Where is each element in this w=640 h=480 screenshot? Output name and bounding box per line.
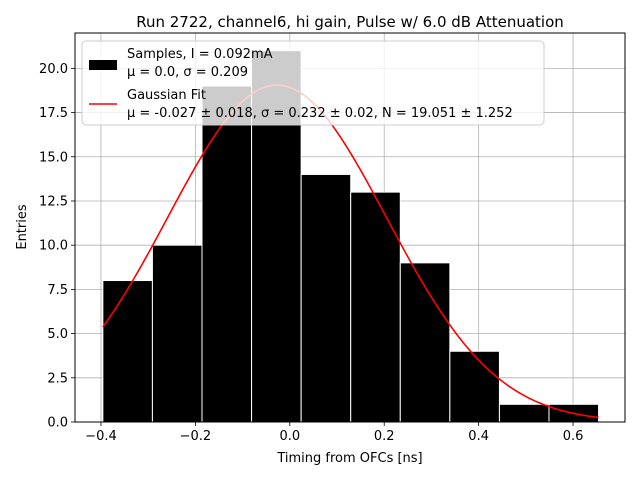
histogram-bar: [399, 262, 451, 423]
y-tick-label: 17.5: [39, 106, 68, 121]
y-axis-ticks: 0.0 2.5 5.0 7.5 10.0 12.5 15.0 17.5 20.0: [39, 62, 75, 431]
legend-histogram-label: Samples, I = 0.092mA: [127, 47, 273, 62]
gaussian-fit-curve: [102, 84, 599, 419]
y-axis-label: Entries: [15, 204, 30, 250]
histogram-bar: [201, 85, 253, 423]
x-tick-label: 0.0: [279, 429, 300, 444]
y-tick-label: 2.5: [47, 371, 68, 386]
chart-title: Run 2722, channel6, hi gain, Pulse w/ 6.…: [136, 13, 564, 31]
x-axis-ticks: −0.4 −0.2 0.0 0.2 0.4 0.6: [85, 422, 583, 444]
x-tick-label: −0.4: [85, 429, 117, 444]
y-tick-label: 12.5: [39, 194, 68, 209]
plot-frame: [74, 32, 626, 423]
y-tick-label: 5.0: [47, 327, 68, 342]
y-tick-label: 10.0: [39, 239, 68, 254]
y-tick-label: 0.0: [47, 416, 68, 431]
y-tick-label: 7.5: [47, 283, 68, 298]
legend-fit-stats-sigma: σ = 0.232 ± 0.02,: [261, 106, 382, 121]
legend-fit-stats-n: N = 19.051 ± 1.252: [382, 106, 513, 121]
legend-fit-stats-mu: μ = -0.027 ± 0.018,: [127, 106, 261, 121]
histogram-bar: [102, 280, 153, 423]
legend: Samples, I = 0.092mA μ = 0.0, σ = 0.209 …: [81, 40, 545, 126]
x-axis-label: Timing from OFCs [ns]: [276, 451, 422, 466]
histogram-bar: [151, 244, 203, 423]
y-tick-label: 15.0: [39, 150, 68, 165]
x-tick-label: 0.4: [468, 429, 489, 444]
x-tick-label: 0.2: [374, 429, 395, 444]
legend-box: [81, 40, 545, 126]
x-tick-label: −0.2: [180, 429, 212, 444]
histogram-bar: [449, 350, 500, 423]
histogram-bar: [350, 191, 401, 423]
y-tick-label: 20.0: [39, 62, 68, 77]
histogram-bar: [498, 403, 550, 423]
legend-fit-label: Gaussian Fit: [127, 88, 206, 103]
legend-histogram-stats: μ = 0.0, σ = 0.209: [127, 65, 248, 80]
legend-fit-stats: μ = -0.027 ± 0.018, σ = 0.232 ± 0.02, N …: [127, 106, 513, 121]
histogram-bar: [300, 173, 352, 423]
legend-histogram-swatch: [89, 60, 117, 70]
x-tick-label: 0.6: [563, 429, 584, 444]
